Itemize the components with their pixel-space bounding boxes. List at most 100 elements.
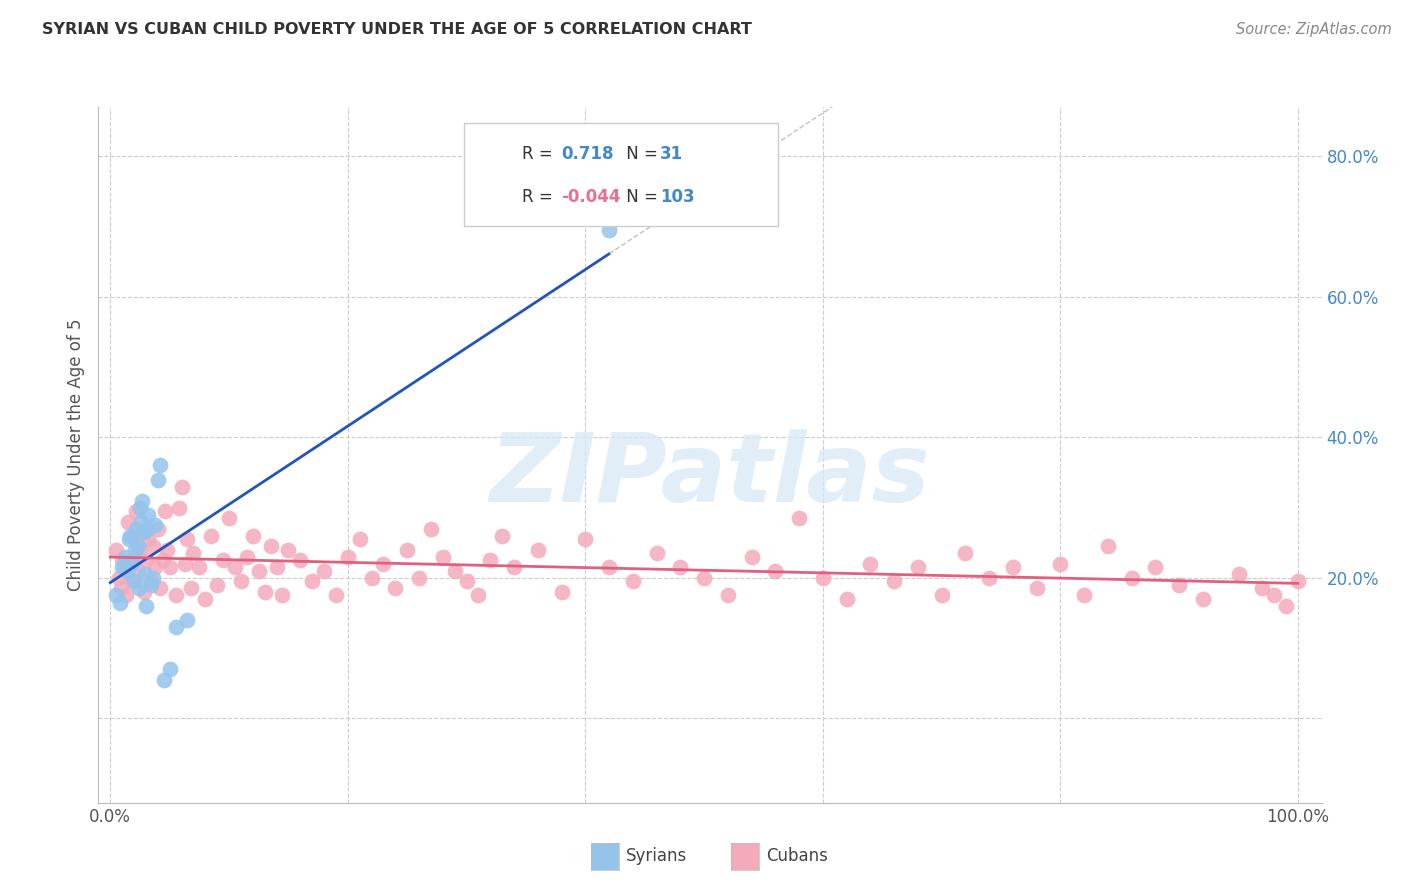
Point [763, 564, 786, 578]
Point [443, 564, 465, 578]
Point [142, 539, 165, 553]
Point [420, 522, 443, 536]
Point [621, 574, 644, 589]
Point [360, 571, 382, 585]
Point [115, 564, 138, 578]
Point [349, 533, 371, 547]
Point [114, 589, 136, 603]
Point [290, 553, 312, 567]
Point [129, 500, 152, 515]
Point [118, 533, 141, 547]
Point [1144, 560, 1167, 574]
Point [159, 560, 181, 574]
Point [139, 574, 162, 589]
Point [1251, 582, 1274, 596]
Point [527, 542, 550, 557]
Point [136, 508, 159, 522]
Point [224, 560, 246, 574]
Point [1168, 578, 1191, 592]
Text: Cubans: Cubans [766, 847, 828, 865]
Point [645, 546, 668, 560]
Point [124, 542, 146, 557]
Point [127, 539, 149, 553]
Point [135, 599, 157, 613]
Point [117, 515, 139, 529]
Point [125, 504, 148, 518]
Point [111, 560, 134, 574]
Point [145, 518, 167, 533]
Point [669, 560, 692, 574]
Point [136, 533, 159, 547]
Point [124, 549, 146, 564]
Point [111, 553, 134, 567]
Point [146, 522, 169, 536]
Point [1121, 571, 1143, 585]
Point [132, 525, 155, 540]
Point [121, 574, 143, 589]
Point [1049, 557, 1071, 571]
Point [170, 479, 193, 493]
Point [145, 560, 167, 574]
Point [136, 522, 159, 536]
Text: -0.044: -0.044 [561, 188, 621, 206]
Point [149, 582, 172, 596]
Text: 31: 31 [659, 145, 683, 163]
Point [120, 557, 142, 571]
Point [153, 504, 176, 518]
Point [205, 578, 228, 592]
Point [165, 589, 187, 603]
Point [883, 574, 905, 589]
Text: 0.718: 0.718 [561, 145, 614, 163]
Text: Syrians: Syrians [626, 847, 688, 865]
Point [142, 571, 165, 585]
Text: Source: ZipAtlas.com: Source: ZipAtlas.com [1236, 22, 1392, 37]
Point [167, 500, 190, 515]
Point [835, 592, 858, 607]
Point [717, 589, 740, 603]
Point [174, 557, 197, 571]
Point [121, 557, 143, 571]
Point [146, 473, 169, 487]
Point [159, 662, 181, 676]
Point [110, 582, 132, 596]
Point [194, 592, 217, 607]
Point [931, 589, 953, 603]
Point [152, 553, 174, 567]
Point [396, 542, 419, 557]
Text: 103: 103 [659, 188, 695, 206]
Point [373, 557, 395, 571]
Point [787, 511, 810, 525]
Point [259, 539, 281, 553]
Point [156, 542, 179, 557]
Text: R =: R = [522, 145, 558, 163]
Point [176, 533, 198, 547]
Point [1025, 582, 1047, 596]
Point [301, 574, 323, 589]
Point [266, 560, 288, 574]
Point [180, 582, 202, 596]
Point [105, 542, 128, 557]
Point [467, 589, 489, 603]
Point [128, 582, 150, 596]
Point [598, 560, 620, 574]
Point [491, 529, 513, 543]
Point [977, 571, 1000, 585]
Point [479, 553, 502, 567]
Point [550, 585, 572, 599]
Point [114, 560, 136, 574]
Point [859, 557, 882, 571]
Text: N =: N = [620, 145, 662, 163]
Point [271, 589, 294, 603]
Y-axis label: Child Poverty Under the Age of 5: Child Poverty Under the Age of 5 [67, 318, 86, 591]
Point [122, 574, 145, 589]
Point [120, 529, 142, 543]
Point [574, 533, 596, 547]
Point [108, 595, 131, 609]
Point [955, 546, 977, 560]
Point [129, 542, 152, 557]
Point [132, 585, 155, 599]
Text: R =: R = [522, 188, 558, 206]
Point [131, 525, 153, 540]
Point [218, 511, 240, 525]
Point [456, 574, 478, 589]
